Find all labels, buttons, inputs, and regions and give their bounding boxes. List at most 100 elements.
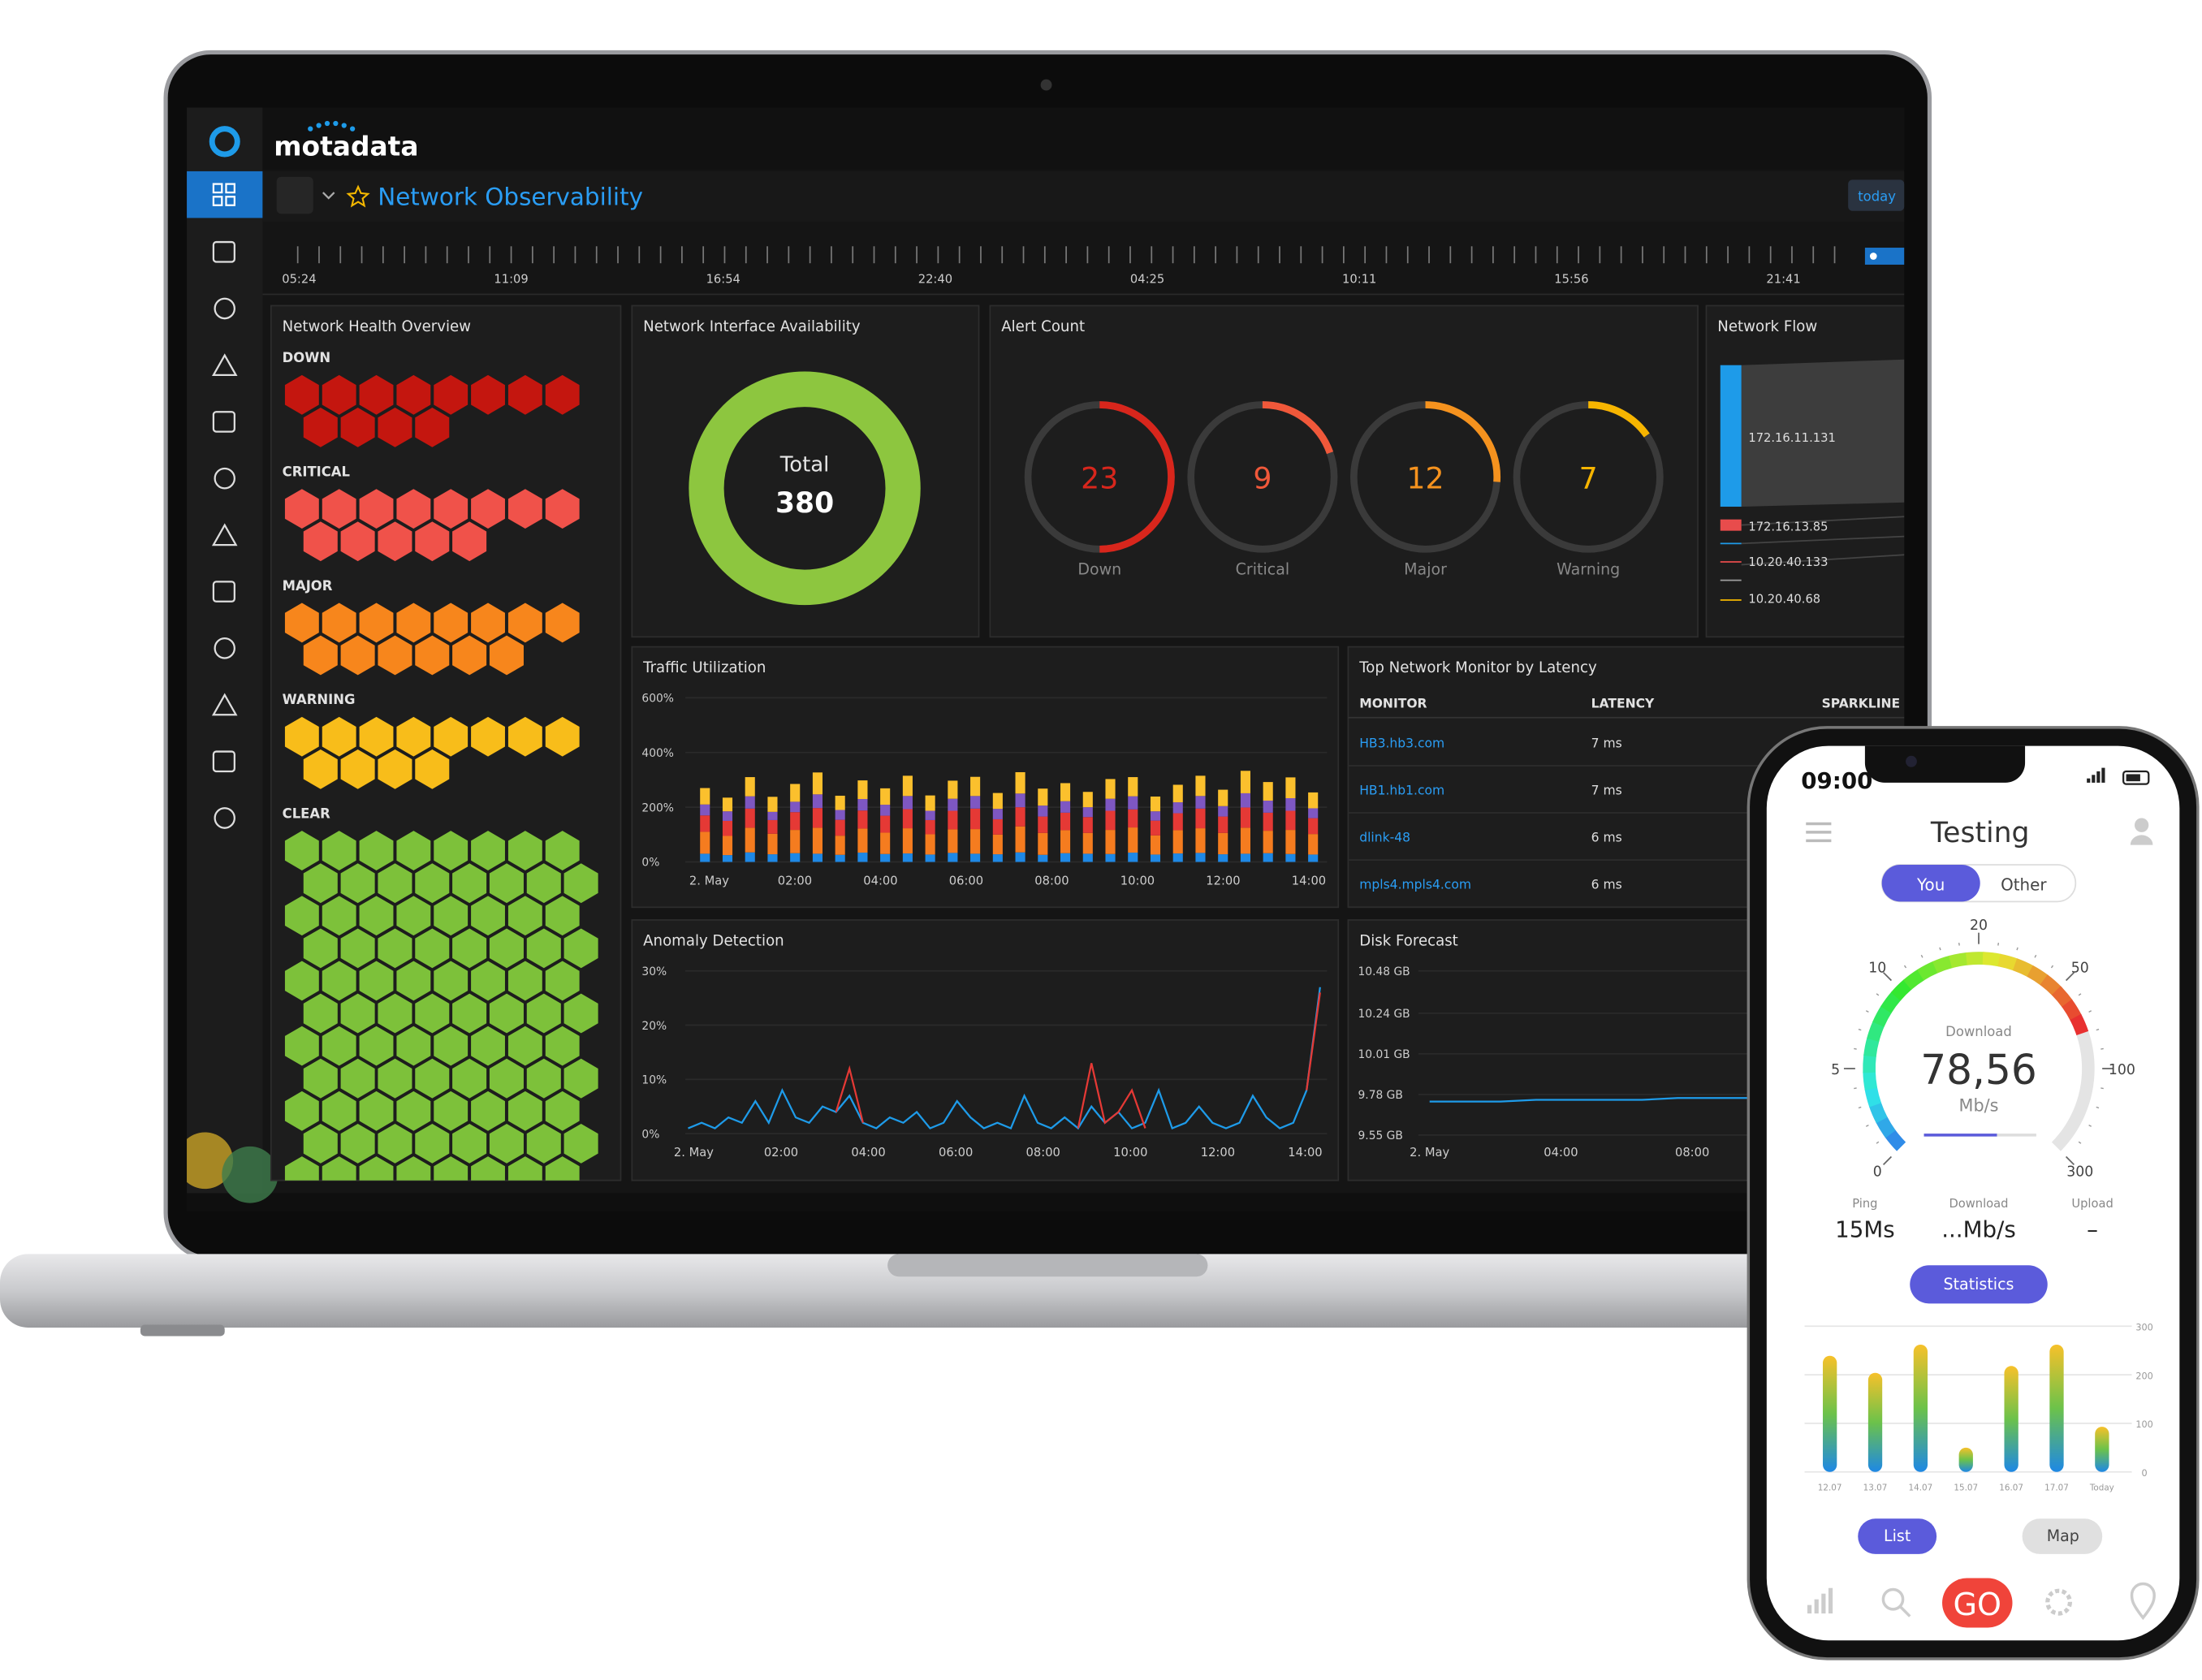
health-hex	[471, 716, 505, 757]
health-hex	[507, 374, 542, 415]
health-hex	[471, 1090, 505, 1131]
gauge-minor-tick	[2088, 1125, 2092, 1127]
gauge-tick	[1882, 972, 1892, 982]
sidebar-icon	[214, 297, 235, 320]
today-button[interactable]	[1848, 179, 1905, 211]
x-tick-label: 13.07	[1863, 1483, 1888, 1492]
traffic-bar-segment	[812, 772, 823, 795]
nav-icon-bars	[1821, 1593, 1826, 1614]
health-hex	[526, 863, 561, 904]
health-hex	[322, 602, 356, 643]
traffic-bar-segment	[1240, 853, 1251, 862]
table-header: SPARKLINE	[1822, 696, 1901, 710]
signal-bar	[2092, 775, 2096, 783]
traffic-bar-segment	[1150, 835, 1161, 855]
x-tick-label: Today	[2089, 1483, 2114, 1492]
map-button[interactable]	[2022, 1518, 2103, 1554]
list-button[interactable]	[1858, 1518, 1937, 1554]
health-hex	[340, 928, 375, 969]
traffic-bar-segment	[992, 834, 1003, 855]
x-tick-label: 2. May	[674, 1146, 714, 1160]
traffic-bar-segment	[835, 810, 845, 820]
app-logo	[209, 126, 240, 158]
alert-label: Warning	[1557, 560, 1620, 579]
health-hex	[340, 635, 375, 676]
health-hex	[545, 716, 580, 757]
screen-bottom	[187, 1193, 1905, 1212]
screen: motadata Network Observability today 05:24 1…	[187, 107, 1905, 1212]
monitor-link[interactable]: dlink-48	[1359, 830, 1410, 844]
traffic-bar-segment	[1218, 805, 1228, 817]
traffic-bar-segment	[1240, 827, 1251, 854]
traffic-bar-segment	[1150, 820, 1161, 836]
nav-search-handle	[1898, 1605, 1911, 1617]
health-hex	[434, 1026, 468, 1066]
health-hex	[415, 635, 450, 676]
gauge-segment	[1867, 1021, 1885, 1042]
gauge-minor-tick	[2078, 1141, 2082, 1144]
flow-node	[1720, 519, 1742, 531]
gauge-minor-tick	[1854, 1087, 1857, 1090]
traffic-bar-segment	[992, 792, 1003, 810]
health-hex	[396, 489, 431, 529]
monitor-link[interactable]: HB1.hb1.com	[1359, 783, 1444, 797]
sidebar-icon	[214, 637, 235, 659]
gauge-tick-label: 10	[1868, 960, 1886, 976]
timeline-label: 16:54	[706, 273, 740, 287]
health-hex	[507, 489, 542, 529]
traffic-bar-segment	[925, 810, 935, 820]
x-tick-label: 2. May	[689, 874, 729, 888]
sidebar-icon	[211, 353, 238, 377]
timeline-label: 04:25	[1130, 273, 1164, 287]
traffic-bar-segment	[1240, 771, 1251, 793]
health-hex	[340, 1058, 375, 1099]
health-hex	[452, 1123, 487, 1164]
signal-bar	[2096, 771, 2101, 783]
traffic-bar-segment	[948, 780, 958, 799]
tab-active[interactable]	[1881, 865, 1980, 902]
gauge-minor-tick	[1854, 1047, 1857, 1050]
traffic-bar-segment	[1218, 789, 1228, 806]
monitor-link[interactable]: HB3.hb3.com	[1359, 736, 1444, 750]
x-tick-label: 04:00	[1544, 1146, 1578, 1160]
health-hex	[507, 602, 542, 643]
alert-value: 12	[1406, 460, 1444, 495]
traffic-bar-segment	[1308, 854, 1319, 862]
go-button[interactable]	[1942, 1578, 2013, 1628]
x-tick-label: 17.07	[2044, 1483, 2069, 1492]
traffic-bar-segment	[745, 827, 755, 853]
health-hex	[303, 928, 338, 969]
gauge-unit: Mb/s	[1959, 1095, 1999, 1115]
page-title: Network Observability	[378, 184, 643, 211]
statistics-button[interactable]	[1910, 1265, 2048, 1304]
health-hex	[303, 1123, 338, 1164]
phone-bar	[1913, 1344, 1928, 1472]
health-hex	[303, 407, 338, 447]
traffic-bar-segment	[722, 836, 733, 856]
traffic-bar-segment	[835, 795, 845, 810]
gauge-tick-label: 0	[1873, 1164, 1882, 1181]
traffic-bar-segment	[700, 788, 710, 805]
health-hex	[471, 602, 505, 643]
traffic-bar-segment	[1150, 811, 1161, 821]
health-hex	[378, 1058, 412, 1099]
gauge-minor-tick	[2101, 1047, 2104, 1050]
timeline-handle	[1864, 248, 1905, 265]
traffic-bar-segment	[812, 794, 823, 809]
traffic-bar-segment	[1195, 828, 1206, 853]
traffic-bar-segment	[1285, 830, 1296, 854]
flow-source	[1720, 365, 1742, 507]
gauge-tick-label: 100	[2109, 1062, 2135, 1078]
y-tick-label: 0%	[641, 857, 659, 870]
traffic-bar-segment	[745, 777, 755, 797]
gauge-minor-tick	[2034, 954, 2037, 958]
traffic-bar-segment	[722, 811, 733, 821]
monitor-link[interactable]: mpls4.mpls4.com	[1359, 877, 1471, 892]
x-tick-label: 16.07	[1999, 1483, 2023, 1492]
health-hex	[396, 961, 431, 1001]
traffic-bar-segment	[812, 853, 823, 862]
health-group-label: CRITICAL	[283, 464, 351, 479]
health-hex	[396, 1026, 431, 1066]
flow-node-label: 10.20.40.68	[1748, 592, 1820, 606]
traffic-bar-segment	[925, 834, 935, 855]
